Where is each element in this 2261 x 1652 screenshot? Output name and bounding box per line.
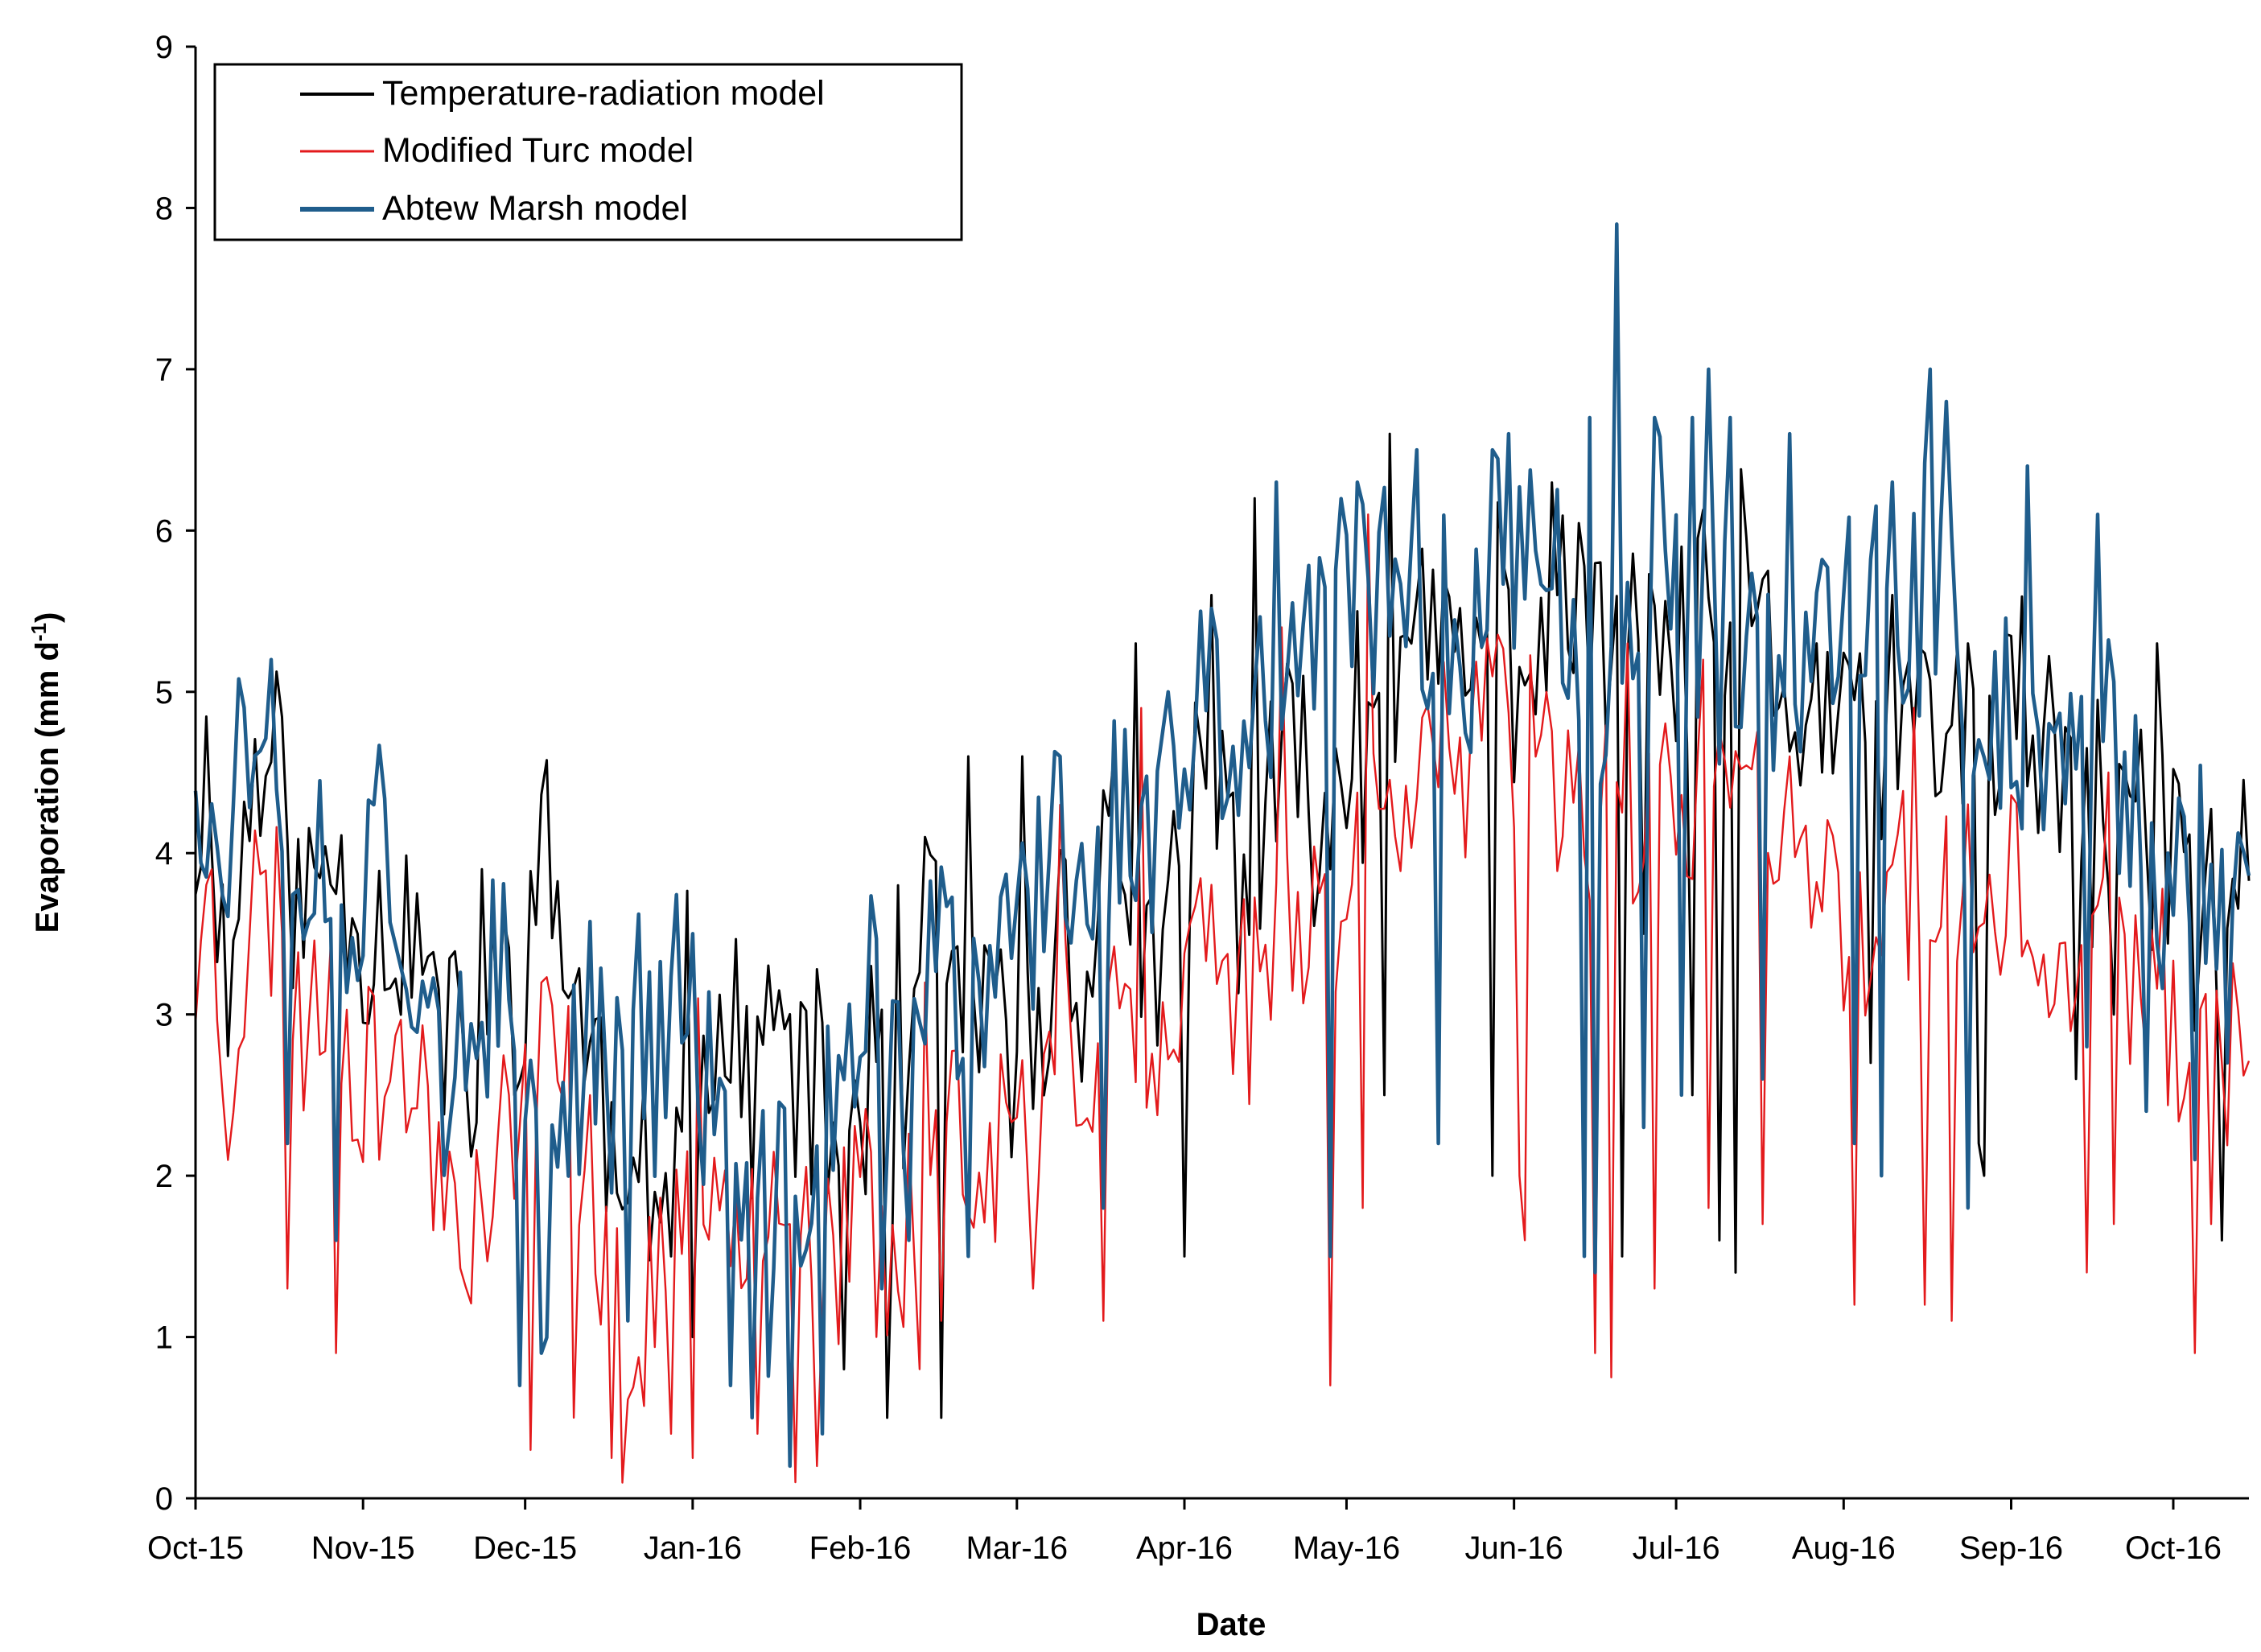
y-axis-ticks: 0 1 2 3 4 5 6 7 8 9 [155,30,196,1517]
x-tick-label: Jun-16 [1464,1530,1563,1566]
legend: Temperature-radiation model Modified Tur… [213,63,963,241]
legend-label-abtew-marsh: Abtew Marsh model [382,189,688,228]
x-axis-ticks: Oct-15 Nov-15 Dec-15 Jan-16 Feb-16 Mar-16 Apr-… [147,1498,2222,1566]
x-axis-title: Date [1196,1607,1266,1642]
y-tick-label: 5 [155,675,173,711]
y-tick-label: 6 [155,513,173,549]
y-tick-label: 8 [155,191,173,226]
x-tick-label: Apr-16 [1136,1530,1233,1566]
plot-area: 0 1 2 3 4 5 6 7 8 9 Oct-15 Nov-15 Dec-15 Jan-16 Feb-1… [147,30,2251,1566]
x-tick-label: Oct-16 [2125,1530,2222,1566]
x-tick-label: Nov-15 [311,1530,415,1566]
x-tick-label: Jul-16 [1633,1530,1720,1566]
y-axis-title-main: Evaporation (mm d [30,641,65,933]
x-tick-label: Oct-15 [147,1530,244,1566]
x-tick-label: Sep-16 [1959,1530,2063,1566]
series-line-abtew-marsh-model [193,222,2251,1469]
y-tick-label: 3 [155,998,173,1033]
legend-label-temperature-radiation: Temperature-radiation model [382,74,825,113]
y-tick-label: 4 [155,836,173,871]
legend-label-modified-turc: Modified Turc model [382,131,694,170]
series-layer [193,222,2251,1484]
y-tick-label: 0 [155,1481,173,1517]
x-tick-label: Jan-16 [644,1530,742,1566]
x-tick-label: Aug-16 [1792,1530,1896,1566]
y-tick-label: 7 [155,352,173,388]
x-tick-label: Dec-15 [473,1530,577,1566]
x-tick-label: Feb-16 [809,1530,912,1566]
y-axis-title: Evaporation (mm d-1) [27,612,65,933]
y-axis-title-sup: -1 [27,623,51,641]
y-axis-title-close: ) [30,612,65,623]
x-tick-label: May-16 [1293,1530,1400,1566]
series-line-temperature-radiation-model [194,432,2251,1419]
x-tick-label: Mar-16 [966,1530,1068,1566]
series-line-modified-turc-model [194,513,2251,1484]
y-tick-label: 1 [155,1320,173,1356]
y-tick-label: 2 [155,1159,173,1194]
y-tick-label: 9 [155,30,173,65]
